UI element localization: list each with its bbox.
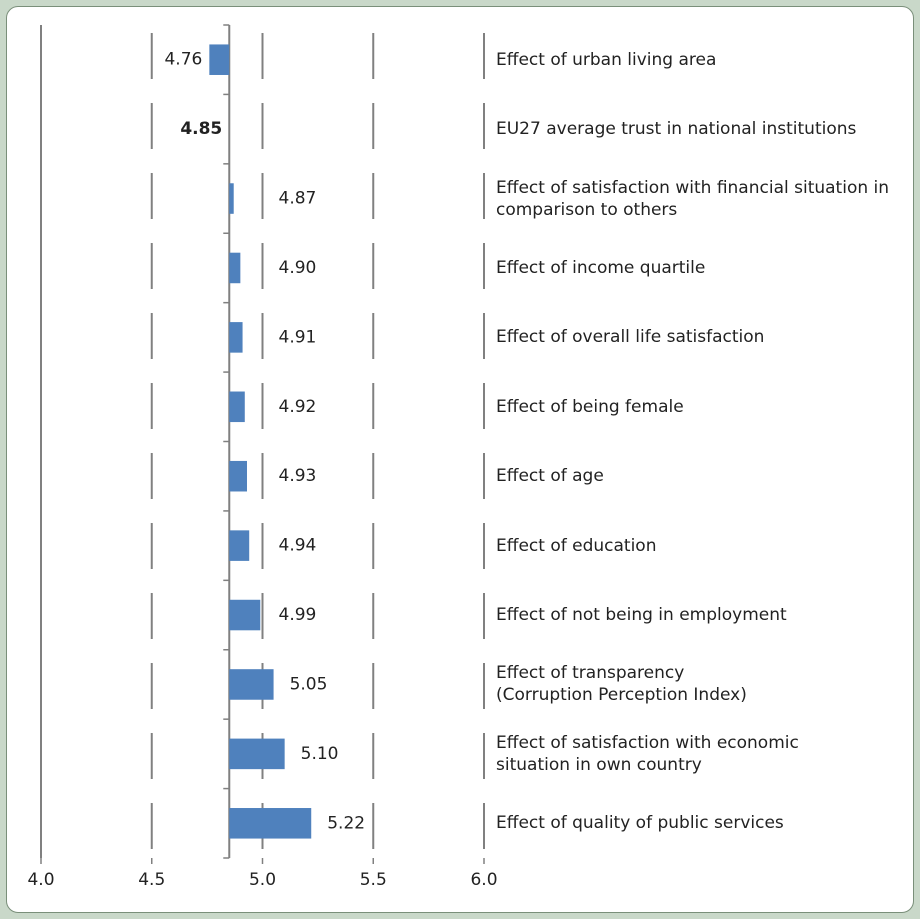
value-label: 4.93 <box>279 466 317 486</box>
bar <box>229 183 234 214</box>
bar <box>229 808 312 839</box>
category-label: Effect of not being in employment <box>496 605 787 626</box>
panel <box>6 6 914 913</box>
x-tick-label: 5.0 <box>249 870 276 890</box>
value-label: 5.05 <box>290 674 328 694</box>
value-label: 4.94 <box>279 536 317 556</box>
bar <box>229 391 245 423</box>
category-label: Effect of education <box>496 535 657 556</box>
bar <box>229 669 274 700</box>
category-label: Effect of transparency (Corruption Perce… <box>496 663 747 706</box>
bar <box>229 599 261 631</box>
value-label: 4.92 <box>279 397 317 417</box>
value-label: 5.10 <box>301 744 339 764</box>
category-label: EU27 average trust in national instituti… <box>496 119 857 140</box>
value-label: 4.87 <box>279 189 317 209</box>
x-tick-label: 4.5 <box>138 870 165 890</box>
category-label: Effect of income quartile <box>496 257 706 278</box>
category-label: Effect of urban living area <box>496 49 717 70</box>
value-label: 5.22 <box>327 813 365 833</box>
x-tick-label: 5.5 <box>360 870 387 890</box>
bar <box>229 460 247 492</box>
category-label: Effect of overall life satisfaction <box>496 327 765 348</box>
category-label: Effect of age <box>496 466 604 487</box>
value-label: 4.90 <box>279 258 317 278</box>
bar <box>209 44 230 75</box>
x-tick-label: 4.0 <box>27 870 54 890</box>
value-label: 4.85 <box>180 119 222 139</box>
bar <box>229 322 243 353</box>
value-label: 4.99 <box>279 605 317 625</box>
x-tick-label: 6.0 <box>470 870 497 890</box>
category-label: Effect of quality of public services <box>496 813 784 834</box>
value-label: 4.76 <box>164 50 202 70</box>
bar <box>229 738 285 770</box>
category-label: Effect of satisfaction with financial si… <box>496 177 890 220</box>
value-label: 4.91 <box>279 327 317 347</box>
category-label: Effect of satisfaction with economic sit… <box>496 732 799 775</box>
category-label: Effect of being female <box>496 396 684 417</box>
bar <box>229 252 241 284</box>
bar <box>229 530 250 561</box>
